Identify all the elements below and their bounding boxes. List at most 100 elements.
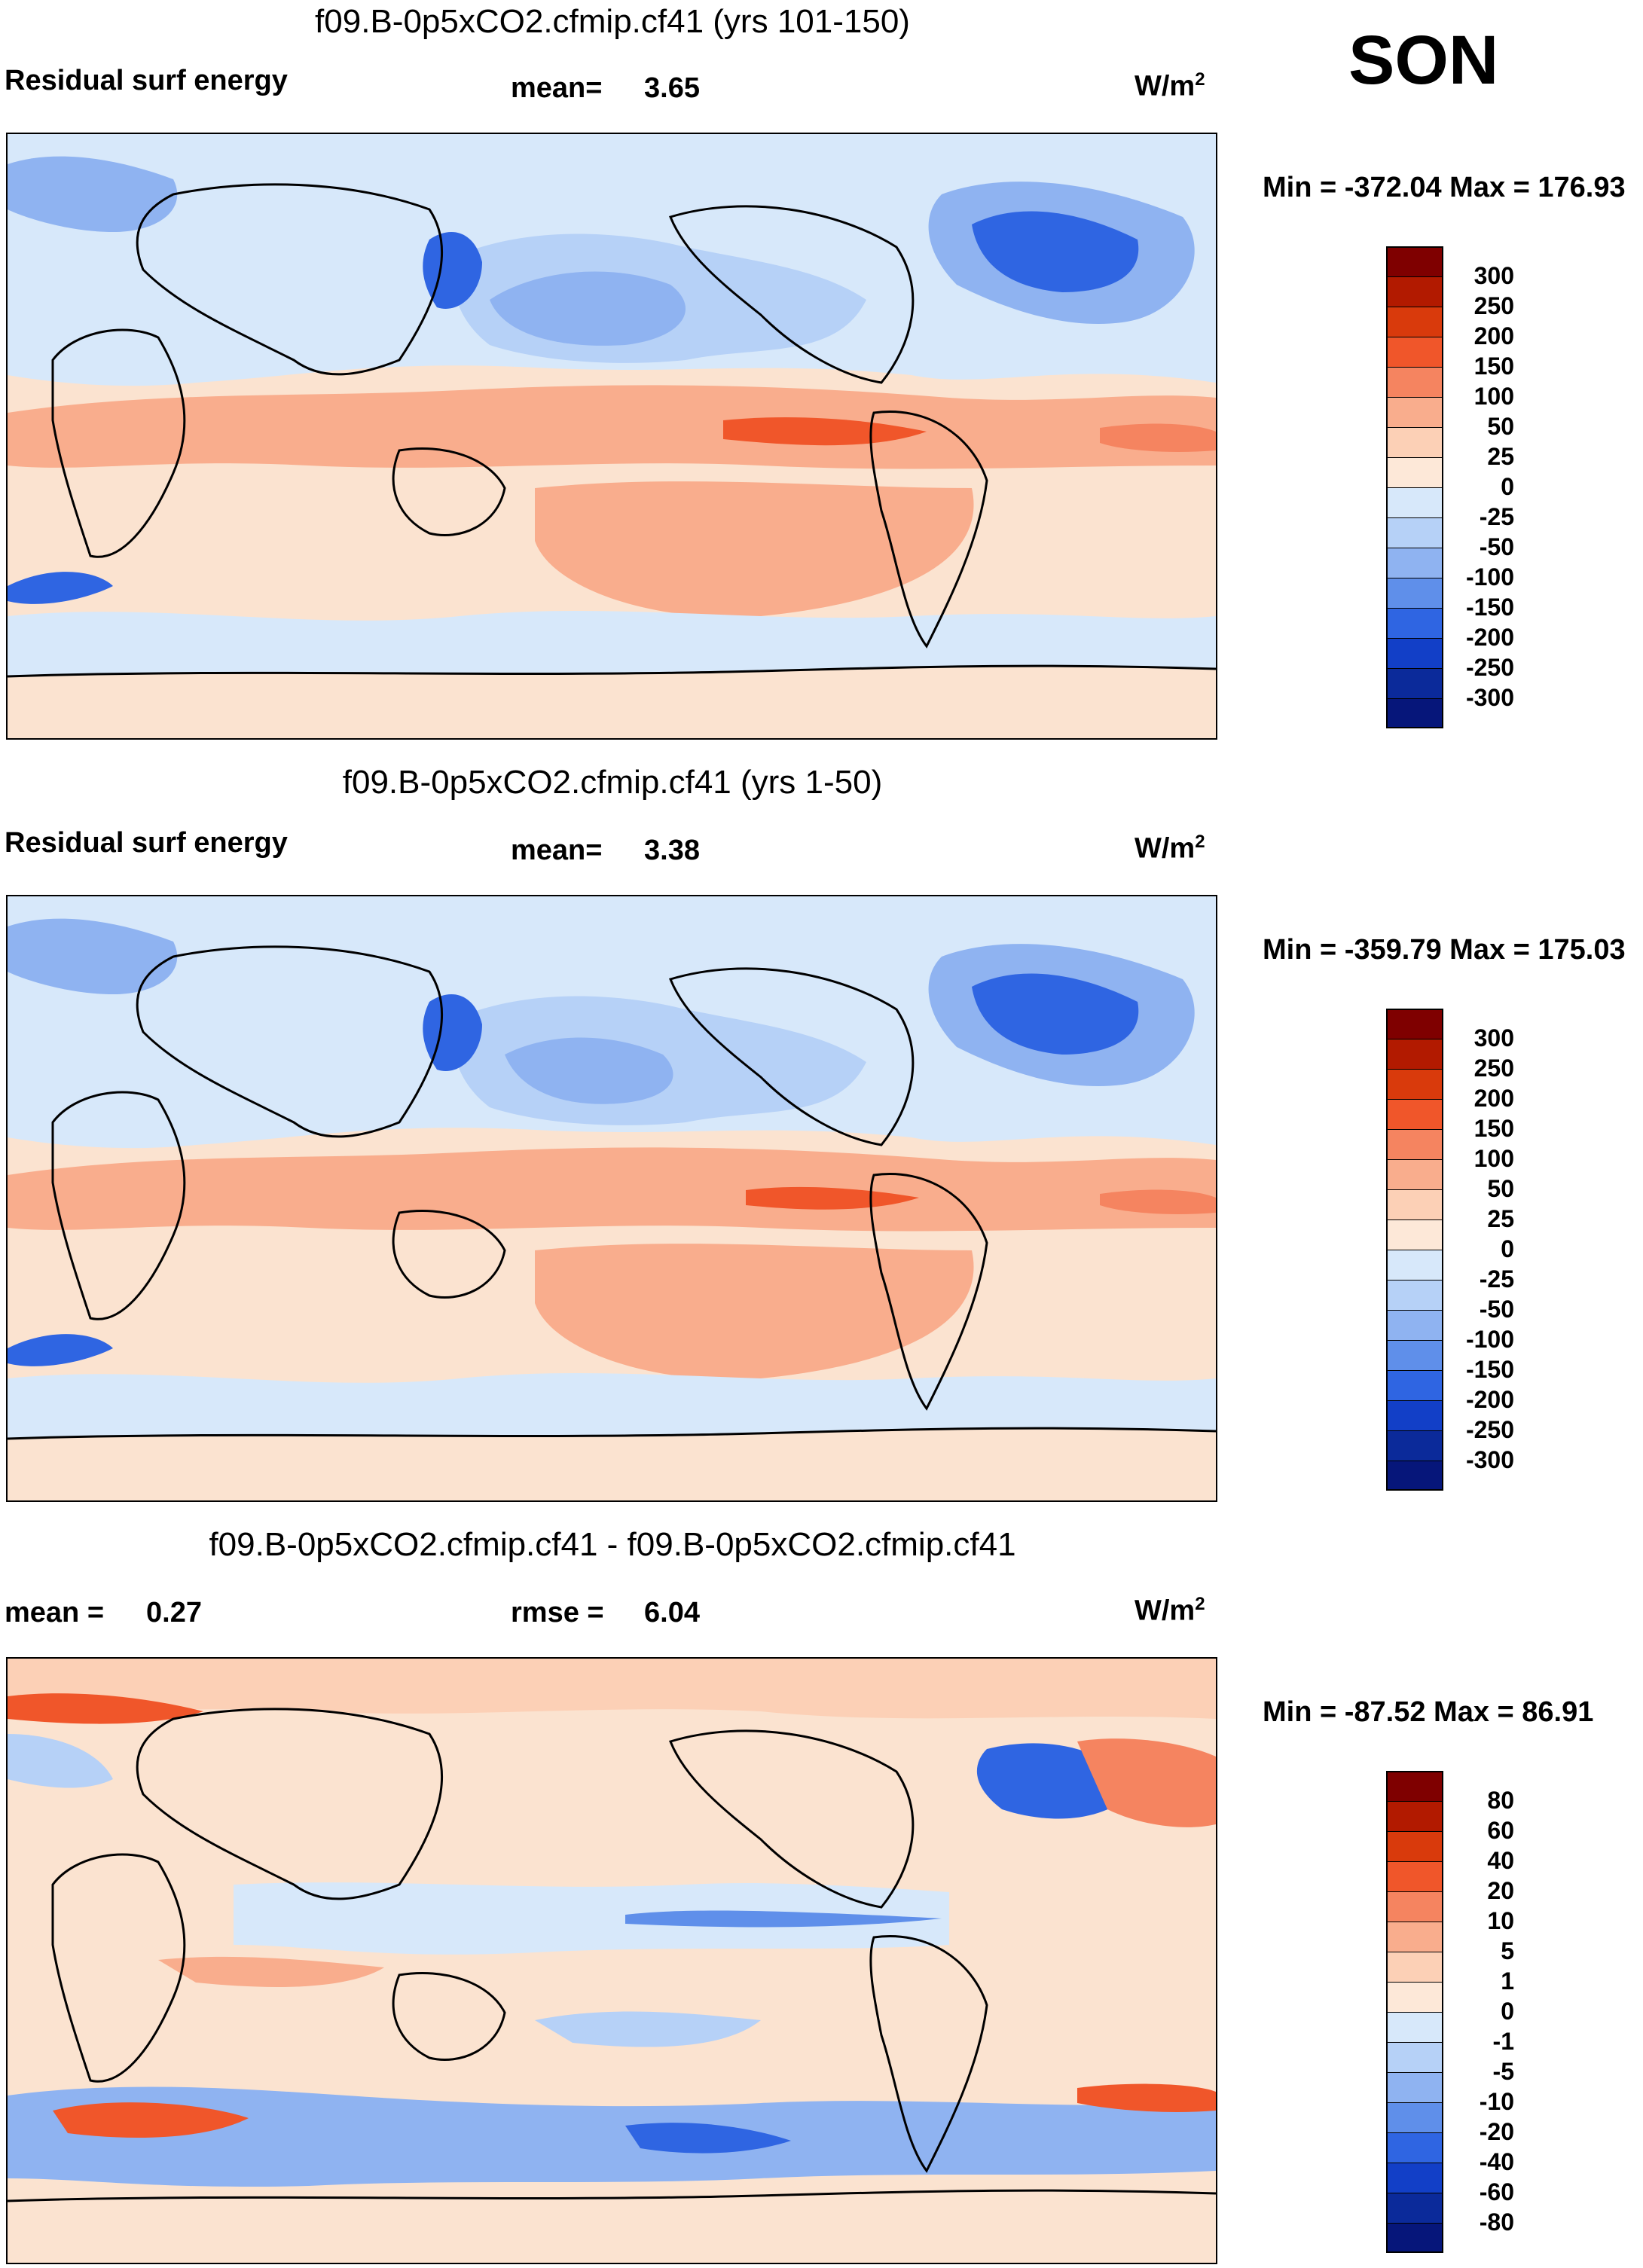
panel-1-colorbar — [1386, 246, 1443, 728]
colorbar-tick-label: 100 — [1474, 1145, 1514, 1172]
colorbar-tick-label: 25 — [1487, 443, 1514, 470]
panel-2-map-svg — [8, 896, 1216, 1500]
colorbar-swatch — [1386, 397, 1443, 427]
colorbar-tick-label: -5 — [1492, 2058, 1514, 2085]
colorbar-swatch — [1386, 307, 1443, 337]
colorbar-swatch — [1386, 1250, 1443, 1280]
panel-1-units: W/m2 — [1135, 69, 1205, 102]
colorbar-swatch — [1386, 457, 1443, 487]
colorbar-tick-label: 150 — [1474, 353, 1514, 380]
colorbar-tick-label: 0 — [1501, 1235, 1514, 1262]
colorbar-tick-label: 60 — [1487, 1817, 1514, 1844]
colorbar-tick-label: 10 — [1487, 1907, 1514, 1934]
colorbar-tick-label: 40 — [1487, 1847, 1514, 1874]
colorbar-swatch — [1386, 1099, 1443, 1129]
colorbar-swatch — [1386, 1310, 1443, 1340]
colorbar-tick-label: -60 — [1479, 2178, 1514, 2205]
colorbar-tick-label: 1 — [1501, 1967, 1514, 1995]
colorbar-swatch — [1386, 337, 1443, 367]
colorbar-tick-label: 150 — [1474, 1115, 1514, 1142]
colorbar-swatch — [1386, 1461, 1443, 1491]
colorbar-frame — [1386, 1009, 1443, 1491]
panel-3-map-svg — [8, 1659, 1216, 2263]
panel-2-title: f09.B-0p5xCO2.cfmip.cf41 (yrs 1-50) — [342, 764, 883, 801]
colorbar-tick-label: -100 — [1465, 563, 1514, 591]
colorbar-frame — [1386, 246, 1443, 728]
colorbar-swatch — [1386, 1831, 1443, 1861]
panel-3-map — [6, 1657, 1217, 2264]
colorbar-swatch — [1386, 1280, 1443, 1310]
panel-3-rmse-label: rmse = — [511, 1597, 604, 1629]
colorbar-swatch — [1386, 1129, 1443, 1159]
colorbar-swatch — [1386, 698, 1443, 728]
colorbar-swatch — [1386, 2193, 1443, 2223]
panel-1-map-svg — [8, 134, 1216, 738]
colorbar-tick-label: -150 — [1465, 1356, 1514, 1383]
panel-3-mean-value: 0.27 — [146, 1597, 202, 1629]
panel-2-mean-value: 3.38 — [644, 835, 700, 866]
colorbar-tick-label: -200 — [1465, 624, 1514, 651]
colorbar-tick-label: 200 — [1474, 1085, 1514, 1112]
colorbar-tick-label: -100 — [1465, 1326, 1514, 1353]
panel-2-min-max: Min = -359.79 Max = 175.03 — [1263, 934, 1626, 966]
colorbar-tick-label: -250 — [1465, 1416, 1514, 1443]
colorbar-swatch — [1386, 1861, 1443, 1891]
colorbar-swatch — [1386, 2132, 1443, 2163]
colorbar-tick-label: 100 — [1474, 383, 1514, 410]
colorbar-swatch — [1386, 2163, 1443, 2193]
colorbar-swatch — [1386, 608, 1443, 638]
colorbar-swatch — [1386, 2102, 1443, 2132]
colorbar-tick-label: 25 — [1487, 1205, 1514, 1232]
north-america-outline — [668, 205, 915, 384]
colorbar-swatch — [1386, 1189, 1443, 1219]
colorbar-swatch — [1386, 1069, 1443, 1099]
colorbar-tick-label: -150 — [1465, 594, 1514, 621]
africa-outline — [51, 328, 186, 558]
panel-2-variable-label: Residual surf energy — [5, 827, 288, 859]
colorbar-swatch — [1386, 1370, 1443, 1400]
colorbar-tick-label: 20 — [1487, 1877, 1514, 1904]
panel-1-variable-label: Residual surf energy — [5, 65, 288, 96]
colorbar-tick-label: 0 — [1501, 1998, 1514, 2025]
colorbar-swatch — [1386, 1400, 1443, 1430]
panel-3-rmse-value: 6.04 — [644, 1597, 700, 1629]
colorbar-swatch — [1386, 2223, 1443, 2253]
colorbar-swatch — [1386, 668, 1443, 698]
colorbar-tick-label: 50 — [1487, 1175, 1514, 1202]
colorbar-swatch — [1386, 1159, 1443, 1189]
colorbar-tick-label: 300 — [1474, 262, 1514, 289]
colorbar-tick-label: -1 — [1492, 2028, 1514, 2055]
colorbar-tick-label: -25 — [1479, 1265, 1514, 1293]
season-label: SON — [1348, 22, 1499, 99]
panel-1-map — [6, 133, 1217, 740]
colorbar-swatch — [1386, 1922, 1443, 1952]
colorbar-tick-label: 0 — [1501, 473, 1514, 500]
panel-1-mean-value: 3.65 — [644, 72, 700, 104]
south-america-outline — [869, 411, 988, 649]
colorbar-tick-label: -200 — [1465, 1386, 1514, 1413]
panel-3-min-max: Min = -87.52 Max = 86.91 — [1263, 1696, 1594, 1728]
colorbar-tick-label: -300 — [1465, 684, 1514, 711]
colorbar-tick-label: 5 — [1501, 1937, 1514, 1964]
panel-2-map — [6, 895, 1217, 1502]
colorbar-swatch — [1386, 1340, 1443, 1370]
colorbar-swatch — [1386, 367, 1443, 397]
colorbar-swatch — [1386, 1219, 1443, 1250]
colorbar-tick-label: -50 — [1479, 1296, 1514, 1323]
colorbar-tick-label: -300 — [1465, 1446, 1514, 1473]
colorbar-swatch — [1386, 487, 1443, 517]
panel-1-min-max: Min = -372.04 Max = 176.93 — [1263, 172, 1626, 203]
colorbar-tick-label: -20 — [1479, 2118, 1514, 2145]
colorbar-swatch — [1386, 2012, 1443, 2042]
colorbar-swatch — [1386, 2042, 1443, 2072]
colorbar-tick-label: -25 — [1479, 503, 1514, 530]
panel-1-mean-label: mean= — [511, 72, 603, 104]
colorbar-tick-label: 200 — [1474, 322, 1514, 350]
colorbar-swatch — [1386, 2072, 1443, 2102]
panel-2-units: W/m2 — [1135, 832, 1205, 865]
eurasia-outline — [136, 183, 444, 376]
colorbar-swatch — [1386, 1982, 1443, 2012]
colorbar-swatch — [1386, 246, 1443, 276]
colorbar-tick-label: -250 — [1465, 654, 1514, 681]
antarctica-outline — [8, 664, 1216, 678]
